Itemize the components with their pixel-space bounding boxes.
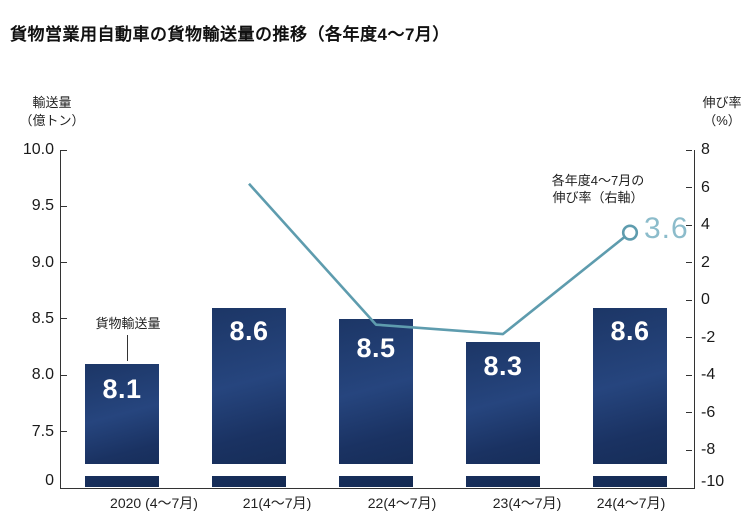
- left-axis-tick-label: 8.5: [31, 309, 54, 327]
- x-axis-label: 21(4～7月): [242, 495, 312, 511]
- left-axis-tick-label: 9.0: [31, 253, 54, 271]
- left-axis-tick-label: 7.5: [31, 422, 54, 440]
- left-axis-tick-mark: [61, 149, 67, 151]
- right-axis-tick-mark: [686, 262, 692, 264]
- left-axis-title-line1: 輸送量: [32, 95, 72, 110]
- bar-annotation-pointer-line: [127, 335, 128, 361]
- bar-value-label: 8.1: [102, 374, 142, 405]
- bar-series-annotation: 貨物輸送量: [95, 316, 161, 331]
- right-axis-title-line1: 伸び率: [702, 95, 742, 110]
- right-axis-tick-label: 4: [701, 216, 710, 234]
- axis-break-band: [61, 464, 692, 476]
- bar: [212, 307, 286, 488]
- right-axis-tick-mark: [686, 374, 692, 376]
- right-axis-tick-label: 8: [701, 141, 710, 158]
- right-axis-title: 伸び率 （%）: [677, 94, 750, 130]
- left-axis-title-line2: （億トン）: [19, 113, 85, 128]
- right-axis-tick-label: 0: [701, 291, 710, 309]
- right-axis-tick-label: 2: [701, 253, 710, 271]
- last-point-value-label: 3.6: [644, 212, 689, 245]
- bar: [593, 307, 667, 488]
- right-axis-tick-label: -2: [701, 328, 716, 346]
- left-axis-tick-label: 8.0: [31, 366, 54, 384]
- right-axis-tick-mark: [686, 337, 692, 339]
- left-axis-tick-label: 10.0: [22, 141, 54, 158]
- right-axis-tick-label: -6: [701, 403, 716, 421]
- left-axis-title: 輸送量 （億トン）: [7, 94, 97, 130]
- right-axis-tick-label: 6: [701, 178, 710, 196]
- right-axis-tick-label: -8: [701, 441, 716, 459]
- right-axis-tick-mark: [686, 412, 692, 414]
- bar: [466, 341, 540, 488]
- bar: [339, 319, 413, 488]
- right-axis-tick-label: -10: [701, 473, 725, 491]
- left-axis-tick-mark: [61, 431, 67, 433]
- bar-value-label: 8.3: [483, 350, 523, 381]
- bar-value-label: 8.5: [356, 333, 396, 363]
- plot-area: [60, 150, 695, 489]
- left-axis-tick-mark: [61, 318, 67, 320]
- left-axis-tick-label: 9.5: [31, 197, 54, 215]
- x-axis-label: 22(4～7月): [367, 495, 437, 511]
- right-axis-tick-mark: [686, 149, 692, 151]
- right-axis-title-line2: （%）: [703, 113, 741, 128]
- x-axis-label: 24(4～7月): [596, 495, 666, 511]
- line-series-annotation: 各年度4～7月の 伸び率（右軸）: [552, 172, 644, 206]
- chart-title: 貨物営業用自動車の貨物輸送量の推移（各年度4～7月）: [10, 25, 450, 44]
- right-axis-tick-mark: [686, 224, 692, 226]
- right-axis-tick-mark: [686, 187, 692, 189]
- line-annotation-line1: 各年度4～7月の: [551, 173, 645, 188]
- bar-value-label: 8.6: [610, 315, 650, 346]
- left-axis-tick-mark: [61, 205, 67, 207]
- x-axis-label: 2020 (4～7月): [110, 495, 198, 511]
- right-axis-tick-mark: [686, 299, 692, 301]
- left-axis-tick-mark: [61, 374, 67, 376]
- bar-value-label: 8.6: [229, 315, 269, 346]
- left-axis-tick-label: 0: [45, 472, 54, 489]
- x-axis-label: 23(4～7月): [492, 495, 562, 511]
- right-axis-tick-label: -4: [701, 366, 716, 384]
- line-annotation-line2: 伸び率（右軸）: [552, 190, 644, 205]
- right-axis-tick-mark: [686, 449, 692, 451]
- left-axis-tick-mark: [61, 262, 67, 264]
